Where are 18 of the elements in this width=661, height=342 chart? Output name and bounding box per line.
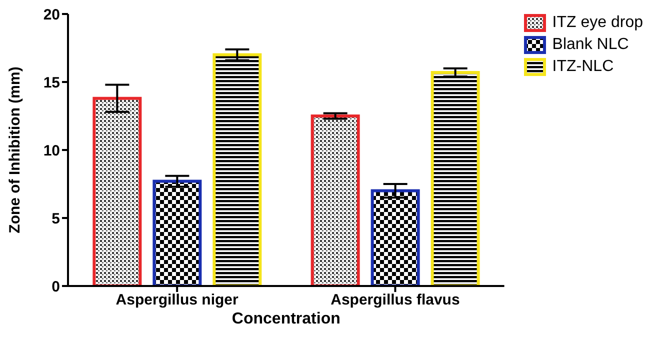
y-axis-title: Zone of Inhibition (mm): [6, 66, 24, 234]
y-tick-label: 10: [43, 142, 60, 160]
bar: [92, 96, 142, 286]
y-tick-label: 20: [43, 6, 60, 24]
y-tick-label: 15: [43, 74, 60, 92]
bar: [370, 189, 420, 286]
legend-label: ITZ eye drop: [552, 14, 643, 32]
x-tick-label: Aspergillus niger: [116, 292, 238, 309]
bar: [430, 70, 480, 286]
x-axis-title: Concentration: [232, 310, 340, 328]
bar: [152, 180, 202, 286]
legend-label: Blank NLC: [552, 36, 629, 54]
x-tick-label: Aspergillus flavus: [330, 292, 460, 309]
y-tick-label: 5: [52, 210, 60, 228]
bar: [310, 114, 360, 286]
bar: [212, 53, 262, 286]
legend-label: ITZ-NLC: [552, 58, 614, 76]
y-tick-label: 0: [52, 278, 60, 296]
